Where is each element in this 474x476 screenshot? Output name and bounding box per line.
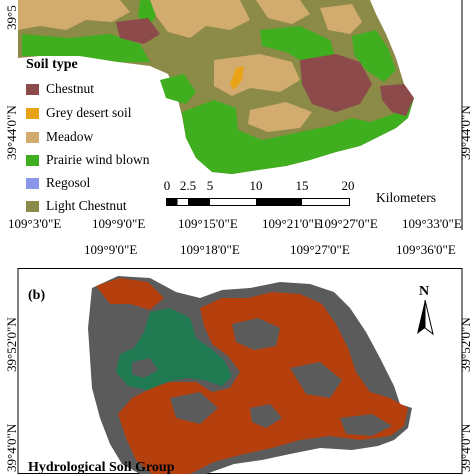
soil-type-legend: Soil type Chestnut Grey desert soil Mead… bbox=[14, 53, 192, 217]
scale-bar: 0 2.5 5 10 15 20 Kilometers bbox=[162, 178, 462, 214]
soil-group-grey-region bbox=[132, 358, 158, 378]
legend-label: Light Chestnut bbox=[46, 198, 127, 213]
lat-label: 39°52'0"N bbox=[4, 317, 19, 372]
lat-label: 39°5 bbox=[4, 5, 19, 30]
legend-label: Prairie wind blown bbox=[46, 152, 150, 167]
legend-label: Meadow bbox=[46, 129, 94, 144]
legend-swatch bbox=[26, 177, 39, 189]
scale-tick-label: 0 bbox=[163, 178, 171, 193]
grey-desert-soil-region bbox=[230, 66, 244, 90]
legend-title: Soil type bbox=[26, 57, 78, 72]
soil-group-orange-region bbox=[118, 292, 408, 474]
scale-unit-label: Kilometers bbox=[376, 190, 436, 205]
lon-label: 109°27'0"E bbox=[318, 216, 378, 231]
legend-label: Chestnut bbox=[46, 81, 95, 96]
legend-item-grey-desert-soil: Grey desert soil bbox=[26, 105, 131, 121]
north-letter: N bbox=[419, 284, 430, 299]
north-arrow-icon bbox=[417, 300, 434, 336]
lon-label: 109°27'0"E bbox=[290, 242, 350, 257]
prairie-wind-blown-region bbox=[160, 74, 196, 104]
legend-swatch bbox=[26, 154, 39, 166]
meadow-region bbox=[248, 102, 312, 132]
prairie-wind-blown-region bbox=[22, 34, 150, 62]
meadow-region bbox=[150, 0, 250, 38]
legend-item-light-chestnut: Light Chestnut bbox=[26, 198, 127, 214]
legend-swatch bbox=[26, 131, 39, 143]
prairie-wind-blown-region bbox=[260, 26, 336, 66]
lon-label: 109°18'0"E bbox=[180, 242, 240, 257]
lon-label: 109°21'0"E bbox=[262, 216, 322, 231]
legend-label: Grey desert soil bbox=[46, 105, 132, 120]
lon-label: 109°9'0"E bbox=[84, 242, 138, 257]
legend-item-prairie-wind-blown: Prairie wind blown bbox=[26, 152, 150, 168]
soil-group-grey-region bbox=[170, 392, 218, 424]
hydrological-soil-group-legend-title: Hydrological Soil Group bbox=[28, 460, 175, 475]
lon-label: 109°15'0"E bbox=[178, 216, 238, 231]
meadow-region bbox=[256, 0, 310, 24]
chestnut-region bbox=[116, 18, 160, 44]
soil-type-map-panel: 39°5 39°44'0"N 39°44'0"N Soil type Chest… bbox=[0, 0, 474, 231]
chestnut-region bbox=[380, 84, 414, 116]
hydrological-soil-group-map-panel: (b) N 39°52'0"N 39°52'0"N 39°4'0"N 39°4'… bbox=[0, 268, 474, 475]
legend-swatch bbox=[26, 83, 39, 95]
legend-item-regosol: Regosol bbox=[26, 175, 90, 191]
lat-label: 39°44'0"N bbox=[458, 105, 473, 160]
lat-label: 39°52'0"N bbox=[458, 317, 473, 372]
soil-group-grey-region bbox=[250, 404, 282, 428]
legend-swatch bbox=[26, 200, 39, 212]
hydrological-soil-group-map bbox=[17, 268, 463, 474]
meadow-region bbox=[18, 0, 130, 30]
soil-group-grey-region bbox=[290, 362, 342, 398]
scale-tick-label: 5 bbox=[206, 178, 214, 193]
panel-label-b: (b) bbox=[28, 288, 46, 303]
prairie-wind-blown-region bbox=[352, 30, 396, 82]
soil-group-grey-region bbox=[340, 414, 392, 436]
lon-label: 109°33'0"E bbox=[402, 216, 462, 231]
scale-tick-label: 10 bbox=[249, 178, 263, 193]
lat-label: 39°4'0"N bbox=[458, 423, 473, 472]
meadow-region bbox=[320, 4, 362, 34]
lon-label: 109°36'0"E bbox=[396, 242, 456, 257]
scale-tick-label: 20 bbox=[341, 178, 355, 193]
legend-item-chestnut: Chestnut bbox=[26, 81, 94, 97]
lon-label: 109°3'0"E bbox=[8, 216, 62, 231]
legend-item-meadow: Meadow bbox=[26, 129, 93, 145]
legend-swatch bbox=[26, 107, 39, 119]
scale-tick-label: 2.5 bbox=[179, 178, 197, 193]
lon-label: 109°9'0"E bbox=[92, 216, 146, 231]
soil-group-orange-region bbox=[96, 278, 164, 310]
soil-group-grey-region bbox=[232, 318, 280, 350]
scale-tick-label: 15 bbox=[295, 178, 309, 193]
chestnut-region bbox=[300, 54, 372, 112]
legend-label: Regosol bbox=[46, 175, 91, 190]
north-arrow: N bbox=[414, 284, 436, 336]
soil-type-map bbox=[0, 0, 474, 230]
lat-label: 39°4'0"N bbox=[4, 423, 19, 472]
scale-bar-graphic bbox=[166, 198, 350, 206]
prairie-wind-blown-region bbox=[182, 98, 414, 174]
